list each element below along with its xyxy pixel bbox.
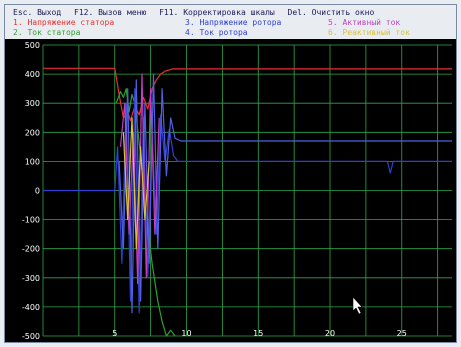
y-tick-label: 400 xyxy=(25,70,40,79)
x-tick-label: 10 xyxy=(181,329,191,338)
series-line-4 xyxy=(118,73,452,314)
x-tick-label: 20 xyxy=(325,329,335,338)
legend-rotor-current: 4. Ток ротора xyxy=(185,28,248,37)
x-tick-label: 5 xyxy=(112,329,117,338)
series-line-6 xyxy=(122,117,150,250)
x-tick-labels: 5 10 15 20 25 xyxy=(112,329,407,338)
y-tick-label: 0 xyxy=(35,187,40,196)
mouse-cursor-icon xyxy=(352,296,363,315)
legend-stator-current: 2. Ток статора xyxy=(13,28,81,37)
y-tick-label: 200 xyxy=(25,128,40,137)
y-tick-label: 300 xyxy=(25,99,40,108)
legend-stator-voltage: 1. Напряжение статора xyxy=(13,18,115,27)
legend-rotor-voltage: 3. Напряжение ротора xyxy=(185,18,282,27)
y-tick-label: -500 xyxy=(22,332,40,341)
menu-bar: Esc. Выход F12. Вызов меню F11. Корректи… xyxy=(5,5,456,39)
y-tick-labels: 500 400 300 200 100 0 -100 -200 -300 -400 -500 xyxy=(22,41,40,341)
y-tick-label: -300 xyxy=(22,274,40,283)
menu-item-clear-window[interactable]: Del. Очистить окно xyxy=(287,8,375,17)
menu-item-exit[interactable]: Esc. Выход xyxy=(13,8,62,17)
menu-item-call-menu[interactable]: F12. Вызов меню xyxy=(74,8,147,17)
x-tick-label: 25 xyxy=(397,329,407,338)
y-tick-label: 500 xyxy=(25,41,40,50)
series-line-5 xyxy=(119,73,160,285)
x-tick-label: 15 xyxy=(253,329,263,338)
legend-active-current: 5. Активный ток xyxy=(328,18,401,27)
function-key-hints: Esc. Выход F12. Вызов меню F11. Корректи… xyxy=(13,7,382,19)
y-tick-label: -200 xyxy=(22,245,40,254)
chart-series xyxy=(43,67,452,337)
y-tick-label: -400 xyxy=(22,303,40,312)
y-tick-label: 100 xyxy=(25,157,40,166)
y-tick-label: -100 xyxy=(22,216,40,225)
legend-reactive-current: 6. Реактивный ток xyxy=(328,28,410,37)
oscillogram-chart: 500 400 300 200 100 0 -100 -200 -300 -400 -500 5 10… xyxy=(5,39,456,342)
menu-item-scale-correction[interactable]: F11. Корректировка шкалы xyxy=(159,8,275,17)
app-window: Esc. Выход F12. Вызов меню F11. Корректи… xyxy=(4,4,457,343)
series-line-3 xyxy=(43,88,452,314)
